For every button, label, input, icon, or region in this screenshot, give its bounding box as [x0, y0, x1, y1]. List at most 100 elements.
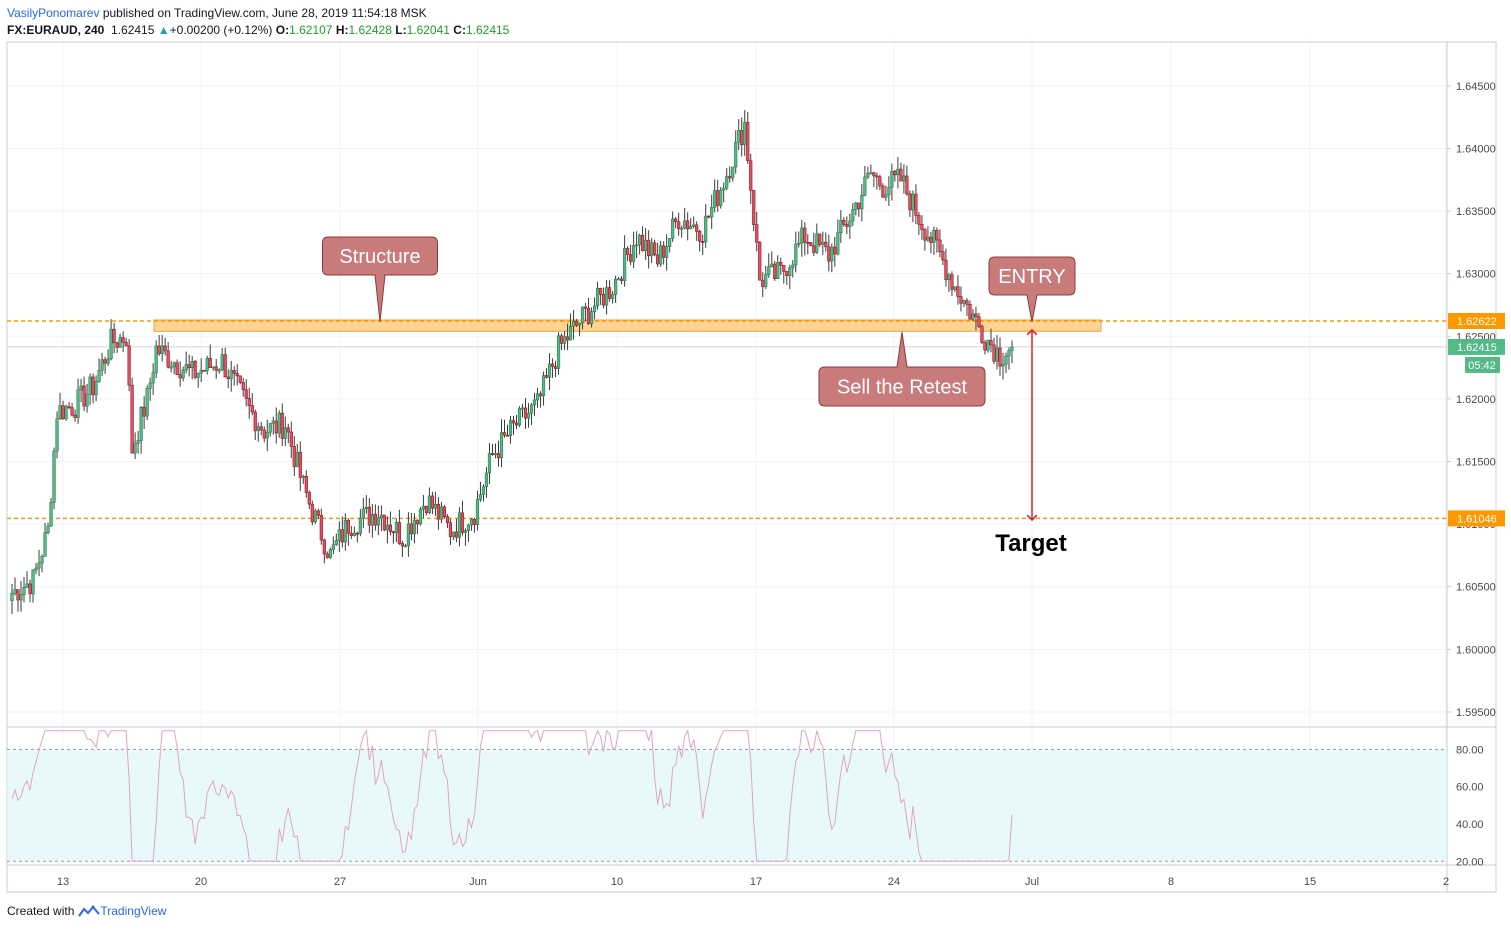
- candle-body[interactable]: [629, 254, 633, 262]
- candle-body[interactable]: [253, 411, 257, 432]
- candle-body[interactable]: [665, 246, 669, 258]
- candle-body[interactable]: [448, 522, 453, 538]
- candle-body[interactable]: [409, 523, 413, 535]
- candle-body[interactable]: [737, 130, 741, 143]
- candle-body[interactable]: [541, 375, 546, 397]
- candle-body[interactable]: [914, 193, 918, 216]
- candle-body[interactable]: [668, 238, 672, 247]
- candle-body[interactable]: [680, 227, 684, 230]
- candle-body[interactable]: [103, 359, 107, 364]
- candle-body[interactable]: [376, 517, 380, 526]
- candle-body[interactable]: [677, 221, 681, 230]
- candle-body[interactable]: [340, 529, 344, 543]
- candle-body[interactable]: [67, 406, 71, 409]
- candle-body[interactable]: [611, 294, 615, 299]
- candle-body[interactable]: [442, 506, 447, 517]
- candle-body[interactable]: [650, 242, 654, 257]
- candle-body[interactable]: [854, 202, 858, 210]
- candle-body[interactable]: [995, 347, 999, 362]
- candle-body[interactable]: [529, 404, 534, 414]
- candle-body[interactable]: [481, 486, 486, 495]
- candle-body[interactable]: [244, 389, 248, 399]
- candle-body[interactable]: [286, 427, 290, 433]
- candle-body[interactable]: [755, 224, 759, 243]
- candle-body[interactable]: [496, 453, 501, 459]
- horizontal-levels[interactable]: [7, 319, 1447, 520]
- candle-body[interactable]: [88, 376, 92, 395]
- candle-body[interactable]: [662, 245, 666, 258]
- candle-body[interactable]: [851, 209, 855, 222]
- candle-body[interactable]: [283, 427, 287, 439]
- candle-body[interactable]: [644, 239, 648, 251]
- candle-body[interactable]: [130, 384, 134, 454]
- candle-body[interactable]: [430, 495, 435, 509]
- candle-body[interactable]: [956, 286, 960, 297]
- candle-body[interactable]: [310, 503, 314, 523]
- candle-body[interactable]: [614, 278, 618, 295]
- candle-body[interactable]: [698, 231, 702, 242]
- candle-body[interactable]: [121, 337, 125, 343]
- candle-body[interactable]: [911, 193, 915, 211]
- candle-body[interactable]: [683, 220, 687, 229]
- candle-body[interactable]: [319, 515, 323, 541]
- candle-body[interactable]: [526, 412, 531, 419]
- candle-body[interactable]: [1010, 346, 1014, 351]
- candle-body[interactable]: [812, 245, 816, 253]
- candle-body[interactable]: [13, 589, 17, 594]
- candle-body[interactable]: [725, 176, 729, 189]
- candle-body[interactable]: [523, 407, 528, 419]
- candle-body[interactable]: [968, 304, 972, 320]
- candle-body[interactable]: [941, 251, 945, 261]
- candle-body[interactable]: [160, 345, 164, 354]
- candle-body[interactable]: [815, 233, 819, 253]
- candle-body[interactable]: [148, 382, 152, 389]
- candle-body[interactable]: [890, 170, 894, 188]
- candle-body[interactable]: [178, 374, 182, 379]
- candle-body[interactable]: [421, 505, 426, 510]
- candle-body[interactable]: [169, 366, 173, 369]
- annotations[interactable]: Structure Sell the Retest ENTRY Target: [322, 236, 1076, 557]
- candle-body[interactable]: [400, 543, 404, 547]
- candle-body[interactable]: [469, 519, 474, 526]
- candle-body[interactable]: [517, 408, 522, 426]
- candle-body[interactable]: [758, 241, 762, 281]
- candle-body[interactable]: [800, 227, 804, 244]
- candle-body[interactable]: [617, 278, 621, 281]
- candle-body[interactable]: [217, 369, 221, 372]
- candle-body[interactable]: [836, 232, 840, 255]
- candle-body[interactable]: [692, 224, 696, 227]
- candle-body[interactable]: [112, 328, 116, 344]
- candle-body[interactable]: [349, 532, 353, 536]
- candle-body[interactable]: [638, 235, 642, 246]
- candle-body[interactable]: [499, 432, 504, 459]
- candle-body[interactable]: [568, 325, 573, 341]
- candle-body[interactable]: [478, 494, 483, 500]
- candle-body[interactable]: [701, 240, 705, 243]
- candle-body[interactable]: [157, 345, 161, 354]
- structure-zone[interactable]: [153, 319, 1102, 332]
- price-axis[interactable]: 1.645001.640001.635001.630001.625001.620…: [1447, 81, 1505, 868]
- candle-body[interactable]: [734, 141, 738, 168]
- candle-body[interactable]: [875, 175, 879, 178]
- candle-body[interactable]: [580, 306, 585, 324]
- candle-body[interactable]: [719, 189, 723, 206]
- candle-body[interactable]: [277, 412, 281, 434]
- candle-body[interactable]: [532, 399, 537, 406]
- candle-body[interactable]: [466, 524, 471, 531]
- candle-body[interactable]: [989, 340, 993, 346]
- candle-body[interactable]: [337, 529, 341, 541]
- candle-body[interactable]: [280, 412, 284, 439]
- candle-body[interactable]: [202, 369, 206, 372]
- candle-body[interactable]: [463, 530, 468, 533]
- candle-body[interactable]: [824, 241, 828, 248]
- candle-body[interactable]: [929, 236, 933, 243]
- candle-body[interactable]: [950, 274, 954, 290]
- entry-callout[interactable]: ENTRY: [988, 256, 1076, 323]
- candle-body[interactable]: [821, 241, 825, 245]
- candle-body[interactable]: [268, 422, 272, 433]
- candle-body[interactable]: [860, 194, 864, 210]
- candle-body[interactable]: [583, 306, 588, 309]
- candle-body[interactable]: [52, 450, 56, 503]
- candle-body[interactable]: [641, 235, 645, 251]
- candle-body[interactable]: [887, 186, 891, 196]
